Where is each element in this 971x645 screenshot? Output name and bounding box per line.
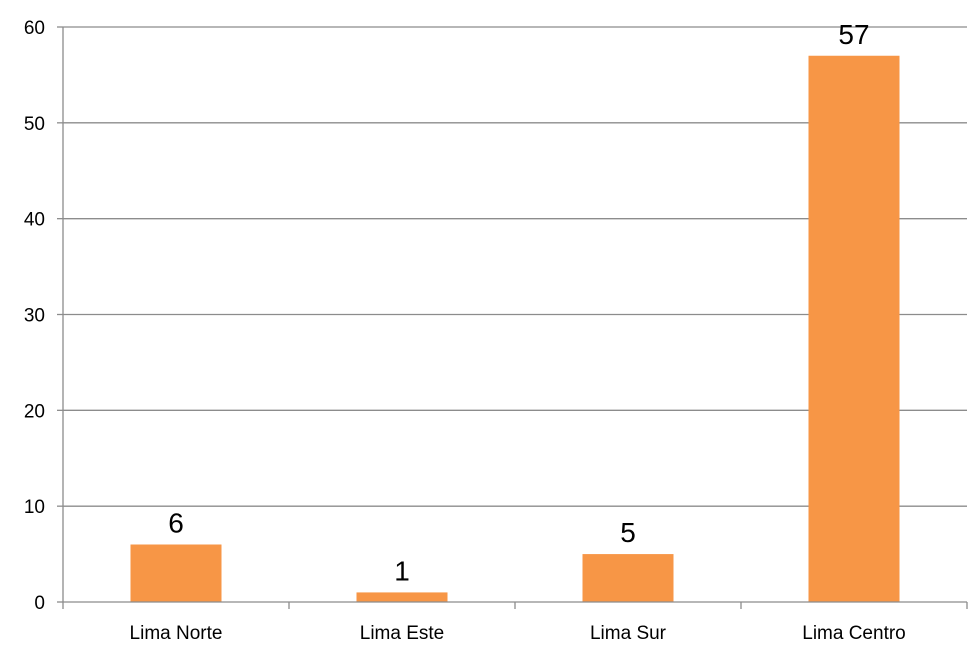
bar — [356, 592, 448, 602]
data-label: 5 — [620, 517, 636, 548]
bar — [808, 55, 900, 602]
y-tick-labels: 0 10 20 30 40 50 60 — [24, 18, 45, 614]
y-tick-label: 30 — [24, 306, 45, 327]
y-tick-label: 20 — [24, 401, 45, 422]
axes — [57, 26, 968, 609]
y-tick-label: 0 — [34, 593, 45, 614]
bar — [130, 544, 222, 602]
data-label: 6 — [168, 508, 184, 539]
bars — [130, 55, 900, 602]
y-tick-label: 50 — [24, 114, 45, 135]
x-tick-label: Lima Centro — [802, 623, 906, 644]
y-tick-label: 60 — [24, 18, 45, 39]
bar — [582, 554, 674, 602]
x-tick-labels: Lima Norte Lima Este Lima Sur Lima Centro — [130, 623, 906, 644]
x-tick-label: Lima Sur — [590, 623, 667, 644]
data-label: 57 — [838, 19, 869, 50]
data-label: 1 — [394, 555, 410, 586]
y-tick-label: 10 — [24, 497, 45, 518]
x-tick-label: Lima Norte — [130, 623, 223, 644]
data-labels: 6 1 5 57 — [168, 19, 869, 587]
y-tick-label: 40 — [24, 210, 45, 231]
x-tick-label: Lima Este — [360, 623, 444, 644]
